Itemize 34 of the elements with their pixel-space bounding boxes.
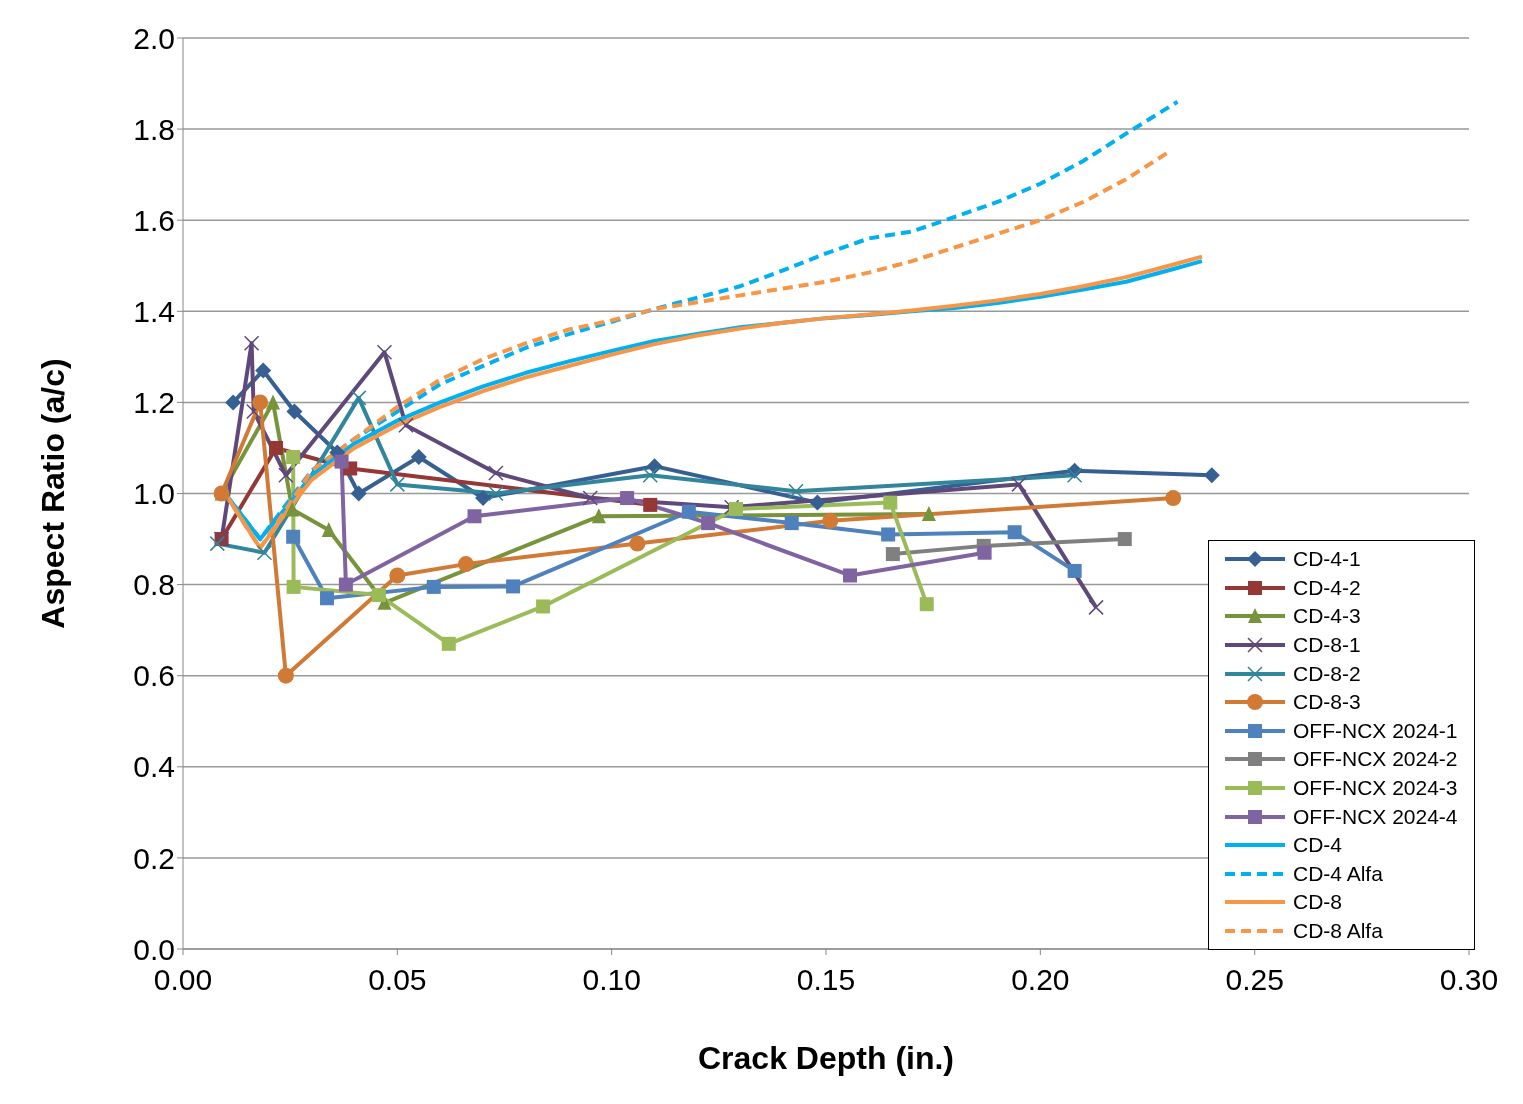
- y-tick-label: 1.8: [133, 112, 175, 146]
- legend-label: CD-4-3: [1293, 604, 1361, 629]
- legend-label: CD-4: [1293, 833, 1343, 858]
- y-tick-label: 1.4: [133, 294, 175, 328]
- y-axis-title: Aspect Ratio (a/c): [35, 358, 72, 629]
- x-tick-label: 0.20: [1011, 963, 1070, 997]
- legend-label: CD-4-1: [1293, 547, 1361, 572]
- legend-label: CD-4 Alfa: [1293, 861, 1383, 886]
- legend-label: CD-8: [1293, 890, 1343, 915]
- legend-label: CD-8-1: [1293, 633, 1361, 658]
- y-tick-label: 1.2: [133, 386, 175, 420]
- y-tick-label: 1.6: [133, 203, 175, 237]
- y-tick-label: 0.2: [133, 841, 175, 875]
- y-tick-label: 0.6: [133, 659, 175, 693]
- legend-label: OFF-NCX 2024-2: [1293, 747, 1458, 772]
- y-tick-label: 0.4: [133, 750, 175, 784]
- y-tick-label: 0.8: [133, 568, 175, 602]
- x-tick-label: 0.25: [1225, 963, 1284, 997]
- x-tick-label: 0.10: [582, 963, 641, 997]
- legend-label: CD-8-3: [1293, 690, 1361, 715]
- legend-label: OFF-NCX 2024-4: [1293, 804, 1458, 829]
- y-tick-label: 0.0: [133, 932, 175, 966]
- y-tick-label: 2.0: [133, 21, 175, 55]
- y-tick-label: 1.0: [133, 477, 175, 511]
- x-axis-title: Crack Depth (in.): [697, 1040, 955, 1076]
- x-tick-label: 0.05: [368, 963, 427, 997]
- legend-label: OFF-NCX 2024-1: [1293, 718, 1458, 743]
- legend-label: CD-8-2: [1293, 661, 1361, 686]
- x-tick-label: 0.30: [1439, 963, 1499, 997]
- legend-label: OFF-NCX 2024-3: [1293, 776, 1458, 801]
- x-tick-label: 0.15: [796, 963, 856, 997]
- legend-label: CD-4-2: [1293, 575, 1361, 600]
- legend-label: CD-8 Alfa: [1293, 919, 1383, 944]
- x-tick-label: 0.00: [153, 963, 213, 997]
